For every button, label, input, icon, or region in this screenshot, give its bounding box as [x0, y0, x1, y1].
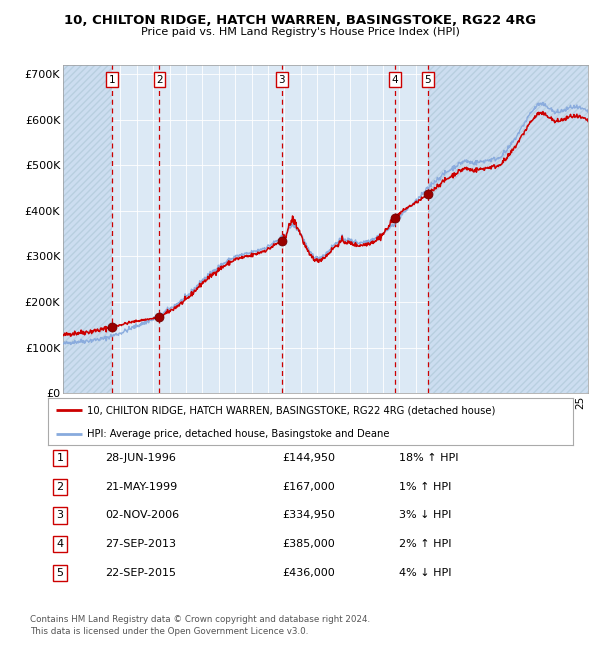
Text: 21-MAY-1999: 21-MAY-1999: [105, 482, 177, 492]
Bar: [428, 65, 588, 393]
Text: £144,950: £144,950: [282, 453, 335, 463]
Text: £436,000: £436,000: [282, 567, 335, 578]
Text: 4: 4: [392, 75, 398, 85]
Text: 1: 1: [56, 453, 64, 463]
Text: 27-SEP-2013: 27-SEP-2013: [105, 539, 176, 549]
Text: Price paid vs. HM Land Registry's House Price Index (HPI): Price paid vs. HM Land Registry's House …: [140, 27, 460, 37]
Text: 1: 1: [109, 75, 115, 85]
Text: 2% ↑ HPI: 2% ↑ HPI: [399, 539, 452, 549]
Text: HPI: Average price, detached house, Basingstoke and Deane: HPI: Average price, detached house, Basi…: [88, 428, 390, 439]
Text: £385,000: £385,000: [282, 539, 335, 549]
Text: This data is licensed under the Open Government Licence v3.0.: This data is licensed under the Open Gov…: [30, 627, 308, 636]
Bar: [63, 65, 112, 393]
Text: 18% ↑ HPI: 18% ↑ HPI: [399, 453, 458, 463]
Text: 10, CHILTON RIDGE, HATCH WARREN, BASINGSTOKE, RG22 4RG (detached house): 10, CHILTON RIDGE, HATCH WARREN, BASINGS…: [88, 405, 496, 415]
Text: 3: 3: [278, 75, 285, 85]
Text: £334,950: £334,950: [282, 510, 335, 521]
Text: 5: 5: [424, 75, 431, 85]
Text: 5: 5: [56, 567, 64, 578]
Text: 1% ↑ HPI: 1% ↑ HPI: [399, 482, 451, 492]
Text: 3: 3: [56, 510, 64, 521]
Text: 4% ↓ HPI: 4% ↓ HPI: [399, 567, 452, 578]
Text: Contains HM Land Registry data © Crown copyright and database right 2024.: Contains HM Land Registry data © Crown c…: [30, 615, 370, 624]
Text: 22-SEP-2015: 22-SEP-2015: [105, 567, 176, 578]
Text: 02-NOV-2006: 02-NOV-2006: [105, 510, 179, 521]
Text: £167,000: £167,000: [282, 482, 335, 492]
Text: 10, CHILTON RIDGE, HATCH WARREN, BASINGSTOKE, RG22 4RG: 10, CHILTON RIDGE, HATCH WARREN, BASINGS…: [64, 14, 536, 27]
Text: 3% ↓ HPI: 3% ↓ HPI: [399, 510, 451, 521]
Text: 2: 2: [56, 482, 64, 492]
Text: 4: 4: [56, 539, 64, 549]
Text: 2: 2: [156, 75, 163, 85]
Text: 28-JUN-1996: 28-JUN-1996: [105, 453, 176, 463]
